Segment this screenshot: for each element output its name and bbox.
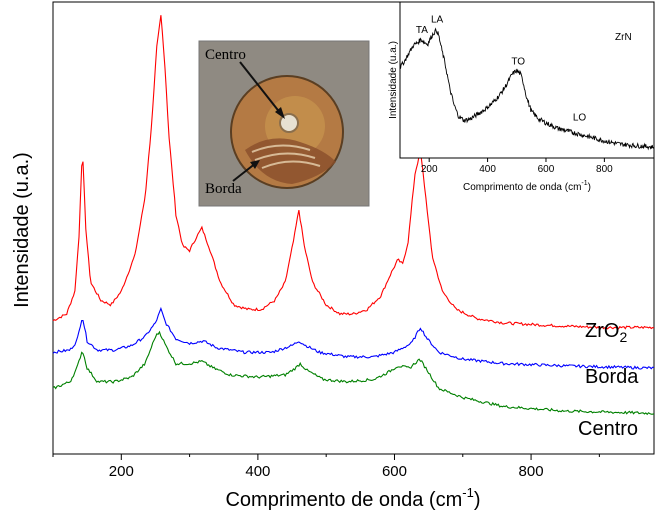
inset-y-axis-title: Intensidade (u.a.): [388, 41, 399, 119]
inset-x-tick-label: 800: [596, 164, 613, 175]
series-line-borda: [52, 306, 655, 370]
inset-peak-label: TA: [416, 25, 428, 36]
sample-photo: Centro Borda: [198, 40, 370, 207]
photo-arrow-borda: [232, 162, 257, 182]
main-x-ticks: 200 400 600 800: [52, 454, 600, 480]
series-line-zro: [52, 15, 655, 330]
inset-series-line-zrn: [399, 27, 655, 151]
inset-peak-label: LO: [573, 113, 587, 124]
series-label-zro2: ZrO2: [585, 320, 627, 345]
y-axis-title: Intensidade (u.a.): [11, 152, 33, 308]
inset-title: ZrN: [615, 32, 632, 43]
x-tick-label: 600: [382, 463, 407, 480]
series-label-centro: Centro: [578, 418, 638, 440]
inset-plot-frame: [399, 1, 655, 159]
inset-x-tick-label: 600: [538, 164, 555, 175]
inset-x-tick-label: 200: [421, 164, 438, 175]
inset-series-group: [399, 27, 655, 151]
photo-label-centro: Centro: [205, 47, 246, 63]
inset-peak-label: TO: [511, 56, 525, 67]
series-label-borda: Borda: [585, 366, 639, 388]
x-tick-label: 400: [245, 463, 270, 480]
x-tick-label: 200: [109, 463, 134, 480]
inset-peak-label: LA: [431, 14, 444, 25]
photo-label-borda: Borda: [205, 181, 242, 197]
inset-x-tick-label: 400: [479, 164, 496, 175]
x-axis-title: Comprimento de onda (cm-1): [225, 485, 480, 511]
series-line-centro: [52, 330, 655, 416]
main-plot-frame: [52, 1, 655, 455]
inset-x-ticks: 200 400 600 800: [421, 158, 613, 175]
inset-x-axis-title: Comprimento de onda (cm-1): [463, 180, 591, 193]
photo-sample-stripes: [251, 144, 321, 169]
main-series-group: [52, 15, 655, 416]
photo-arrowhead-centro: [275, 107, 285, 119]
x-tick-label: 800: [519, 463, 544, 480]
photo-arrowhead-borda: [250, 160, 260, 169]
photo-arrow-centro: [239, 61, 282, 115]
